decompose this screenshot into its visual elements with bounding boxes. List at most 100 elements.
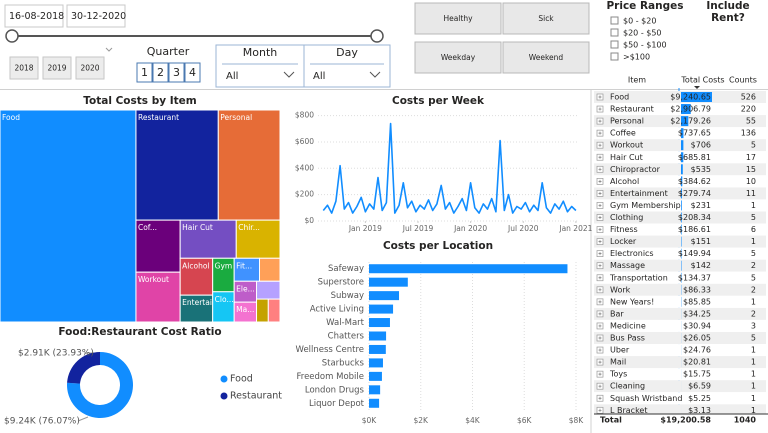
expand-plus [598,324,602,328]
row-bg [594,283,766,296]
quarter-button[interactable] [184,62,201,83]
tile-label: Chir... [238,223,260,232]
y-tick-label: Wal-Mart [326,318,365,328]
count-cell: 1 [751,346,756,355]
treemap-tile [0,109,137,323]
count-cell: 15 [746,165,756,174]
checkbox[interactable] [610,52,619,61]
bar [369,277,408,287]
expand-plus [598,155,602,159]
treemap-tile [256,298,269,323]
tile-label: Clo... [215,295,234,304]
row-bg [594,259,766,272]
expand-plus [598,240,602,244]
row-bg [594,332,766,344]
count-cell: 5 [751,273,756,282]
cost-cell: $142 [691,261,711,270]
date-input[interactable] [4,4,64,28]
treemap-tile [259,257,281,282]
item-cell: Entertainment [610,189,668,198]
expand-plus [598,95,602,99]
x-tick-label: $4K [465,416,481,425]
filter-button[interactable] [414,2,502,35]
checkbox[interactable] [610,16,619,25]
data-bar [681,104,691,115]
x-tick-label: Jul 2019 [402,224,434,233]
x-tick-label: $6K [517,416,533,425]
cost-cell: $85.85 [683,297,711,306]
expand-plus [598,191,602,195]
cost-cell: $24.76 [683,346,711,355]
year-button[interactable] [75,56,105,80]
y-tick-label: London Drugs [305,385,365,395]
y-tick-label: Freedom Mobile [297,372,365,382]
button-text: Weekend [529,53,564,62]
count-cell: 55 [746,117,756,126]
tile-label: Cof... [138,223,157,232]
button-text: Sick [538,14,554,23]
cost-cell: $535 [691,165,711,174]
quarter-button[interactable] [168,62,185,83]
y-tick-label: $200 [295,190,314,199]
data-bar [681,140,684,151]
row-bg [594,307,766,320]
chart-title: Food:Restaurant Cost Ratio [58,326,221,338]
cost-cell: $737.65 [678,129,711,138]
slider-handle[interactable] [5,29,19,43]
cost-cell: $26.05 [683,334,711,343]
year-button[interactable] [9,56,39,80]
x-tick-label: Jan 2020 [453,224,487,233]
row-bg [594,199,766,212]
filter-button[interactable] [502,41,590,74]
month-label: Month [243,46,278,59]
tile-label: Alcohol [182,261,209,270]
expand-plus [598,107,602,111]
checkbox[interactable] [610,40,619,49]
count-cell: 3 [751,321,756,330]
filter-button[interactable] [414,41,502,74]
count-cell: 1 [751,394,756,403]
day-value[interactable]: All [313,71,325,82]
item-cell: Food [610,93,629,102]
expand-plus [598,300,602,304]
count-cell: 1 [751,297,756,306]
bar [369,318,390,328]
row-bg [594,211,766,224]
item-cell: Medicine [610,321,646,330]
row-bg [594,235,766,248]
tile-label: Food [2,113,20,122]
y-tick-label: Superstore [318,278,364,288]
x-tick-label: $0K [362,416,378,425]
count-cell: 220 [741,105,756,114]
row-bg [594,368,766,381]
cost-cell: $279.74 [678,189,711,198]
bar [369,331,387,341]
quarter-button[interactable] [136,62,153,83]
cost-cell: $34.25 [683,309,711,318]
expand-plus [598,408,602,412]
row-bg [594,115,766,128]
line-series [322,122,577,214]
expand-plus [598,203,602,207]
y-tick-label: Subway [331,291,364,301]
row-bg [594,103,766,116]
y-tick-label: Active Living [310,305,364,315]
item-cell: Transportation [609,273,668,282]
cost-cell: $186.61 [678,225,711,234]
cost-cell: $231 [691,201,711,210]
checkbox-label: $0 - $20 [623,17,656,26]
checkbox[interactable] [610,28,619,37]
month-value[interactable]: All [226,71,238,82]
filter-button[interactable] [502,2,590,35]
year-button[interactable] [42,56,72,80]
cost-cell: $151 [691,237,711,246]
date-text: 30-12-2020 [71,11,126,22]
chevron [105,47,113,52]
quarter-button[interactable] [152,62,169,83]
date-input[interactable] [66,4,126,28]
data-bar [681,176,683,187]
treemap-tile [217,109,281,221]
chart-title: Total Costs by Item [83,95,196,107]
slider-handle[interactable] [370,29,384,43]
item-cell: Alcohol [610,177,639,186]
